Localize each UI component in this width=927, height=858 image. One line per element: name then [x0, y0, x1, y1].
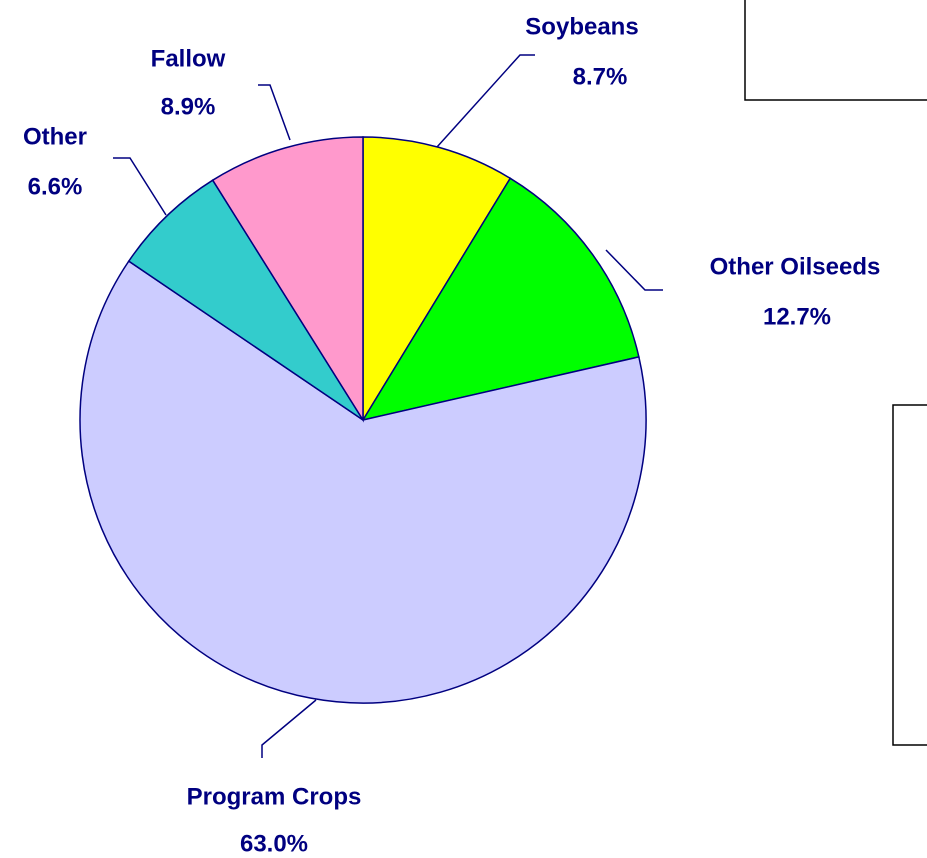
cropped-box	[892, 404, 927, 746]
slice-label: Other	[23, 123, 87, 150]
slice-label: Fallow	[151, 45, 226, 72]
pie-slice	[79, 260, 647, 704]
leader-line	[605, 249, 663, 291]
slice-value-label: 8.9%	[161, 93, 216, 120]
slice-value-label: 63.0%	[240, 830, 308, 857]
pie-slice	[127, 179, 364, 421]
leader-line	[436, 54, 535, 148]
cropped-box	[744, 0, 927, 101]
leader-line	[258, 84, 291, 141]
leader-line	[113, 157, 167, 216]
slice-value-label: 12.7%	[763, 303, 831, 330]
slice-label: Other Oilseeds	[710, 253, 881, 280]
slice-label: Soybeans	[525, 13, 638, 40]
slice-label: Program Crops	[187, 783, 362, 810]
pie	[79, 136, 647, 704]
pie-slice	[362, 136, 512, 423]
slice-value-label: 6.6%	[28, 173, 83, 200]
leader-line	[261, 699, 317, 758]
pie-slice	[361, 177, 640, 422]
slice-value-label: 8.7%	[573, 63, 628, 90]
labels: Soybeans 8.7% Other Oilseeds 12.7% Program C…	[23, 13, 880, 857]
pie-slice	[211, 136, 364, 423]
